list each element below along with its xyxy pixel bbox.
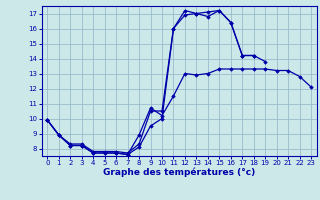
X-axis label: Graphe des températures (°c): Graphe des températures (°c) [103, 168, 255, 177]
